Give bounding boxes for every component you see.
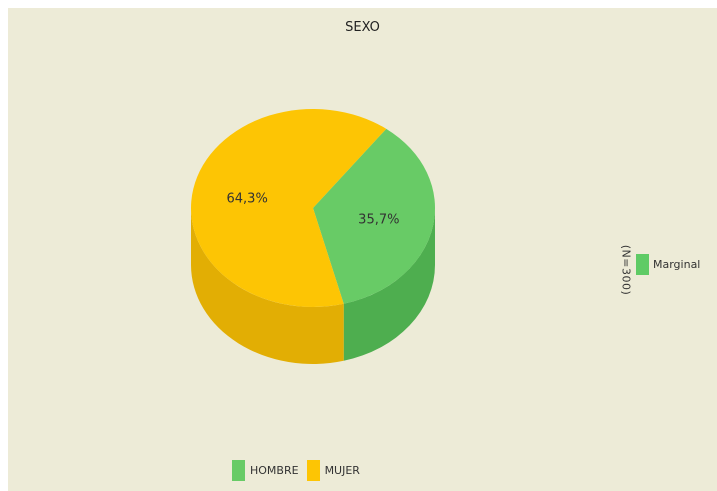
pie-label-hombre: 35,7% (358, 213, 399, 228)
sample-size-text: (N=300) (619, 244, 633, 296)
sample-size-note: (N=300) (614, 240, 638, 300)
legend-label-mujer: MUJER (324, 464, 360, 477)
legend-item-mujer: MUJER (306, 460, 360, 481)
pie-side-mujer (191, 208, 344, 365)
side-legend: Marginal (636, 254, 700, 275)
pie-slice-mujer (191, 109, 387, 307)
legend-item-hombre: HOMBRE (232, 460, 299, 481)
bottom-legend: HOMBRE MUJER (232, 460, 360, 481)
legend-label-hombre: HOMBRE (250, 464, 299, 477)
legend-swatch-mujer (306, 460, 320, 481)
pie-label-mujer: 64,3% (227, 191, 268, 206)
pie-chart: 35,7% 64,3% (191, 109, 436, 365)
marginal-legend-swatch (636, 254, 649, 275)
chart-panel: SEXO 35,7% 64,3% (N=300) Marginal HOMBRE … (8, 8, 717, 491)
legend-swatch-hombre (232, 460, 245, 481)
pie-side-hombre (343, 208, 435, 361)
chart-title: SEXO (345, 20, 380, 35)
pie-slice-hombre (313, 128, 436, 304)
marginal-legend-label: Marginal (653, 258, 701, 271)
